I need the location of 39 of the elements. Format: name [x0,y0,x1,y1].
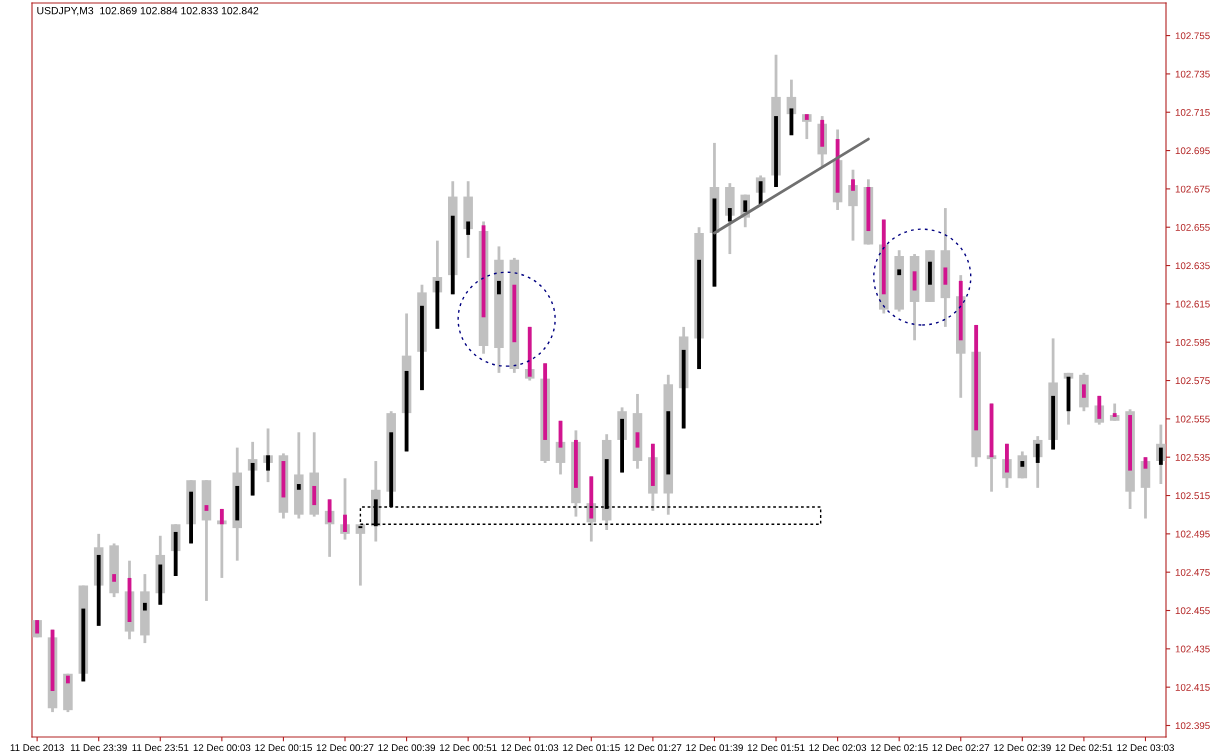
y-tick-label: 102.655 [1175,223,1210,231]
y-tick-label: 102.515 [1175,492,1210,500]
y-tick-label: 102.475 [1175,568,1210,576]
y-tick-label: 102.535 [1175,453,1210,461]
y-tick-label: 102.735 [1175,70,1210,78]
x-tick-label: 12 Dec 02:51 [1055,744,1113,752]
x-tick-label: 12 Dec 00:15 [255,744,312,752]
x-tick-label: 12 Dec 00:39 [378,744,436,752]
x-tick-label: 11 Dec 2013 [10,744,64,752]
y-tick-label: 102.395 [1175,722,1210,730]
x-tick-label: 12 Dec 02:27 [932,744,990,752]
y-tick-label: 102.495 [1175,530,1210,538]
y-tick-label: 102.555 [1175,415,1210,423]
y-tick-label: 102.575 [1175,377,1210,385]
x-tick-label: 12 Dec 03:03 [1117,744,1174,752]
x-tick-label: 12 Dec 01:39 [686,744,743,752]
x-tick-label: 12 Dec 02:03 [809,744,867,752]
y-tick-label: 102.595 [1175,338,1210,346]
x-tick-label: 12 Dec 02:15 [871,744,928,752]
x-tick-label: 12 Dec 00:03 [193,744,251,752]
x-tick-label: 11 Dec 23:39 [70,744,127,752]
x-tick-label: 12 Dec 01:15 [563,744,620,752]
x-tick-label: 12 Dec 00:27 [316,744,374,752]
y-tick-label: 102.715 [1175,108,1210,116]
y-tick-label: 102.435 [1175,645,1210,653]
y-tick-label: 102.675 [1175,185,1210,193]
y-tick-label: 102.635 [1175,262,1210,270]
x-tick-label: 12 Dec 01:51 [747,744,805,752]
y-tick-label: 102.755 [1175,32,1210,40]
x-tick-label: 12 Dec 02:39 [994,744,1051,752]
y-tick-label: 102.695 [1175,147,1210,155]
chart-title: USDJPY,M3 102.869 102.884 102.833 102.842 [37,6,259,16]
x-tick-label: 11 Dec 23:51 [132,744,189,752]
y-tick-label: 102.455 [1175,607,1210,615]
y-tick-label: 102.415 [1175,683,1210,691]
x-tick-label: 12 Dec 01:03 [501,744,559,752]
y-tick-label: 102.615 [1175,300,1210,308]
x-tick-label: 12 Dec 00:51 [439,744,497,752]
x-tick-label: 12 Dec 01:27 [624,744,682,752]
